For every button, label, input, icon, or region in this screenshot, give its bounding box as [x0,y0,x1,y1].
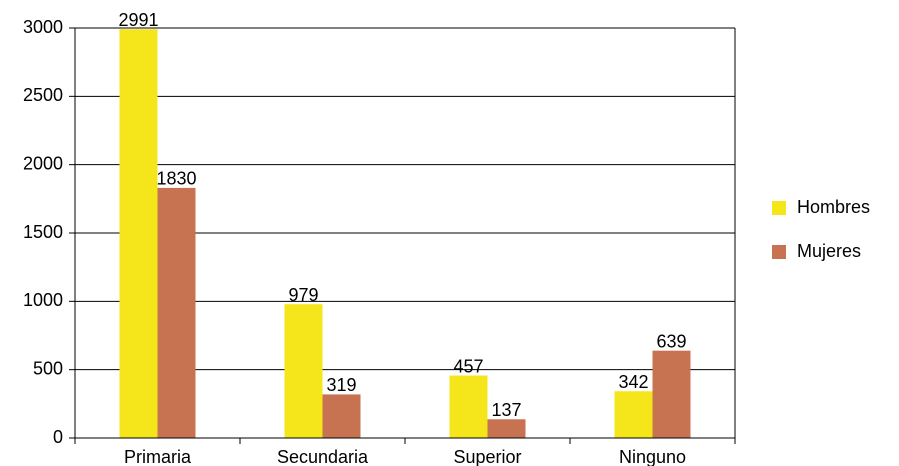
y-tick-label: 0 [53,427,63,447]
bar [487,419,526,438]
bar [157,187,196,438]
bar [614,391,653,438]
data-label: 137 [491,400,521,420]
data-label: 1830 [156,169,196,189]
y-tick-label: 1500 [23,222,63,242]
data-label: 342 [618,372,648,392]
x-tick-label: Primaria [124,447,192,466]
y-tick-label: 1000 [23,290,63,310]
legend-label: Mujeres [797,241,861,261]
legend-label: Hombres [797,197,870,217]
data-label: 457 [453,356,483,376]
legend-swatch [772,201,786,215]
bar [322,394,361,438]
bar [449,375,488,438]
y-tick-label: 3000 [23,17,63,37]
y-tick-label: 2000 [23,153,63,173]
x-tick-label: Secundaria [277,447,369,466]
legend-swatch [772,245,786,259]
data-label: 319 [326,375,356,395]
bar [119,29,158,438]
x-tick-label: Ninguno [619,447,686,466]
data-label: 639 [656,331,686,351]
y-tick-label: 500 [33,358,63,378]
data-label: 2991 [118,10,158,30]
x-tick-label: Superior [453,447,521,466]
bar [652,350,691,438]
data-label: 979 [288,285,318,305]
bar [284,304,323,438]
y-tick-label: 2500 [23,85,63,105]
